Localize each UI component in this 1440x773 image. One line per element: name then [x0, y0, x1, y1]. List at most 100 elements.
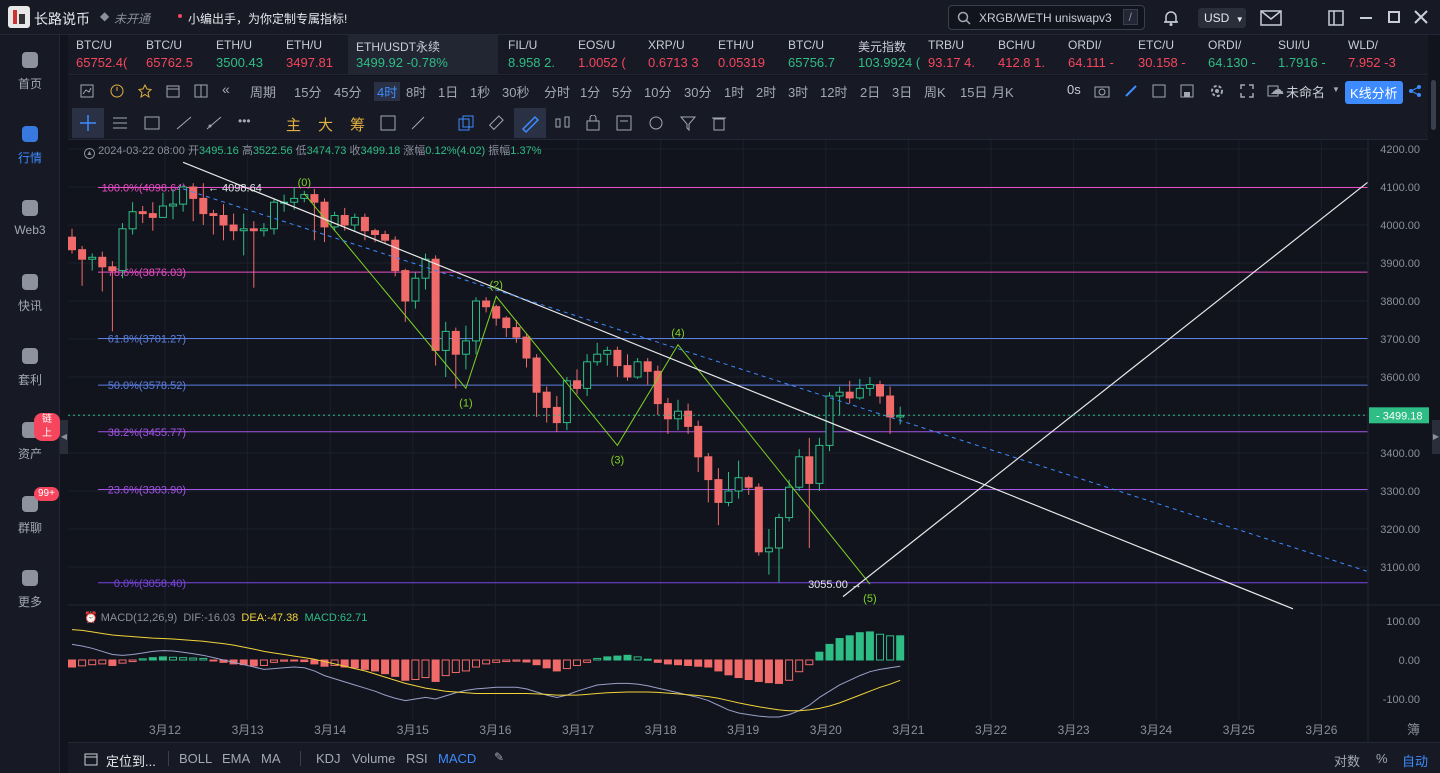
star-icon[interactable]: [138, 84, 152, 98]
currency-select[interactable]: USD ▼: [1198, 8, 1246, 28]
fibonacci-retracement[interactable]: 100.0%(4098.64) 78.6%(3876.03) 61.8%(3701.…: [98, 183, 1368, 590]
ticker-item[interactable]: ETH/USDT永续 3499.92 -0.78%: [348, 35, 498, 74]
capture-icon[interactable]: [1266, 84, 1280, 98]
ticker-item[interactable]: ETH/U 3500.43: [208, 35, 278, 74]
candle-icon[interactable]: [554, 115, 572, 131]
ruler-icon[interactable]: [488, 115, 504, 131]
period-15[interactable]: 3时: [788, 85, 809, 100]
sidebar-item-7[interactable]: 更多: [0, 567, 60, 610]
ticker-item[interactable]: 美元指数 103.9924 (: [850, 35, 920, 74]
lock-icon[interactable]: [586, 115, 600, 131]
ticker-item[interactable]: XRP/U 0.6713 3: [640, 35, 710, 74]
rewind-icon[interactable]: «: [222, 81, 230, 97]
ticker-item[interactable]: TRB/U 93.17 4.: [920, 35, 990, 74]
lines-icon[interactable]: [112, 116, 128, 130]
period-10[interactable]: 5分: [612, 85, 633, 100]
membership-status[interactable]: 未开通: [114, 12, 151, 26]
collapse-icon[interactable]: ▲: [84, 148, 95, 159]
indicator-volume[interactable]: Volume: [352, 751, 396, 766]
trash-icon[interactable]: [712, 115, 726, 131]
sidebar-item-5[interactable]: 资产 链上: [0, 413, 60, 462]
more-tools-icon[interactable]: •••: [238, 114, 251, 128]
indicator-toggle-1[interactable]: 大: [318, 117, 334, 134]
sidebar-item-3[interactable]: 快讯: [0, 271, 60, 314]
ticker-item[interactable]: SUI/U 1.7916 -: [1270, 35, 1340, 74]
right-collapse-handle[interactable]: ▶: [1432, 420, 1440, 454]
period-21[interactable]: 月K: [992, 85, 1014, 100]
trendline-icon[interactable]: [176, 116, 192, 130]
ticker-item[interactable]: FIL/U 8.958 2.: [500, 35, 570, 74]
percent-scale-button[interactable]: %: [1376, 751, 1388, 766]
minimize-icon[interactable]: [1360, 17, 1372, 19]
fullscreen-icon[interactable]: [1240, 84, 1254, 98]
period-19[interactable]: 周K: [924, 85, 946, 100]
price-chart[interactable]: 100.0%(4098.64) 78.6%(3876.03) 61.8%(3701.…: [68, 140, 1440, 742]
alarm-icon[interactable]: ⏰: [84, 612, 98, 624]
sidebar-item-4[interactable]: 套利: [0, 345, 60, 388]
ticker-item[interactable]: ETC/U 30.158 -: [1130, 35, 1200, 74]
filter-icon[interactable]: [680, 115, 696, 131]
period-9[interactable]: 1分: [580, 85, 601, 100]
replay-icon[interactable]: [380, 115, 396, 131]
search-box[interactable]: XRGB/WETH uniswapv3 /: [948, 5, 1145, 30]
note-icon[interactable]: [616, 115, 632, 131]
share-icon[interactable]: [1408, 84, 1422, 98]
trendline-up[interactable]: [842, 181, 1369, 598]
search-input[interactable]: XRGB/WETH uniswapv3: [979, 11, 1112, 25]
period-5[interactable]: 1日: [438, 85, 459, 100]
ticker-item[interactable]: BTC/U 65762.5: [138, 35, 208, 74]
indicator-ema[interactable]: EMA: [222, 751, 251, 766]
sidebar-item-6[interactable]: 群聊 99+: [0, 487, 60, 536]
layout-name[interactable]: 未命名: [1286, 85, 1326, 100]
goto-button[interactable]: 定位到...: [106, 754, 156, 769]
chart-type-icon[interactable]: [80, 84, 94, 98]
indicator-toggle-2[interactable]: 筹: [350, 117, 366, 134]
ticker-item[interactable]: BCH/U 412.8 1.: [990, 35, 1060, 74]
scale-setting-label[interactable]: 簿: [1407, 722, 1420, 737]
period-7[interactable]: 30秒: [502, 85, 530, 100]
edit-indicators-icon[interactable]: ✎: [494, 750, 505, 764]
pen-icon[interactable]: [1124, 84, 1138, 98]
ticker-item[interactable]: ETH/U 0.05319: [710, 35, 780, 74]
maximize-icon[interactable]: [1388, 11, 1400, 23]
split-icon[interactable]: [194, 84, 208, 98]
macd-title[interactable]: MACD(12,26,9): [100, 612, 178, 624]
period-13[interactable]: 1时: [724, 85, 745, 100]
rectangle-icon[interactable]: [144, 116, 160, 130]
app-logo[interactable]: [8, 6, 30, 28]
indicator-kdj[interactable]: KDJ: [316, 751, 341, 766]
indicator-macd[interactable]: MACD: [438, 751, 477, 766]
period-16[interactable]: 12时: [820, 85, 848, 100]
sidebar-item-1[interactable]: 行情: [0, 123, 60, 166]
elliott-wave-line[interactable]: [303, 193, 871, 585]
period-1[interactable]: 15分: [294, 85, 322, 100]
ticker-item[interactable]: ETH/U 3497.81: [278, 35, 348, 74]
ticker-item[interactable]: WLD/7.952 -3: [1340, 35, 1410, 74]
period-20[interactable]: 15日: [960, 85, 988, 100]
brush-icon[interactable]: [648, 115, 664, 131]
period-3[interactable]: 4时: [374, 82, 401, 101]
trendline-dashed[interactable]: [182, 188, 1369, 573]
indicator-toggle-0[interactable]: 主: [286, 117, 302, 134]
sidebar-item-0[interactable]: 首页: [0, 49, 60, 92]
crosshair-tool[interactable]: [72, 108, 104, 138]
indicator-boll[interactable]: BOLL: [179, 751, 213, 766]
draw-tool-active[interactable]: [514, 108, 546, 138]
indicator-ma[interactable]: MA: [261, 751, 281, 766]
template-icon[interactable]: [1152, 84, 1166, 98]
kline-analysis-button[interactable]: K线分析: [1345, 81, 1403, 104]
left-collapse-handle[interactable]: ◀: [60, 420, 68, 454]
sidebar-item-2[interactable]: Web3: [0, 197, 60, 237]
cloud-icon[interactable]: ☁: [1270, 81, 1284, 97]
close-icon[interactable]: [1414, 10, 1428, 24]
indicator-rsi[interactable]: RSI: [406, 751, 428, 766]
ticker-item[interactable]: BTC/U 65752.4(: [68, 35, 138, 74]
period-2[interactable]: 45分: [334, 85, 362, 100]
ticker-item[interactable]: EOS/U 1.0052 (: [570, 35, 640, 74]
bell-icon[interactable]: [1162, 9, 1180, 27]
layout-icon[interactable]: [1328, 10, 1344, 26]
ticker-item[interactable]: ORDI/64.111 -: [1060, 35, 1130, 74]
announcement-text[interactable]: 小编出手，为你定制专属指标!: [188, 12, 348, 26]
camera-icon[interactable]: [1094, 84, 1110, 98]
drawings[interactable]: [182, 161, 1369, 610]
